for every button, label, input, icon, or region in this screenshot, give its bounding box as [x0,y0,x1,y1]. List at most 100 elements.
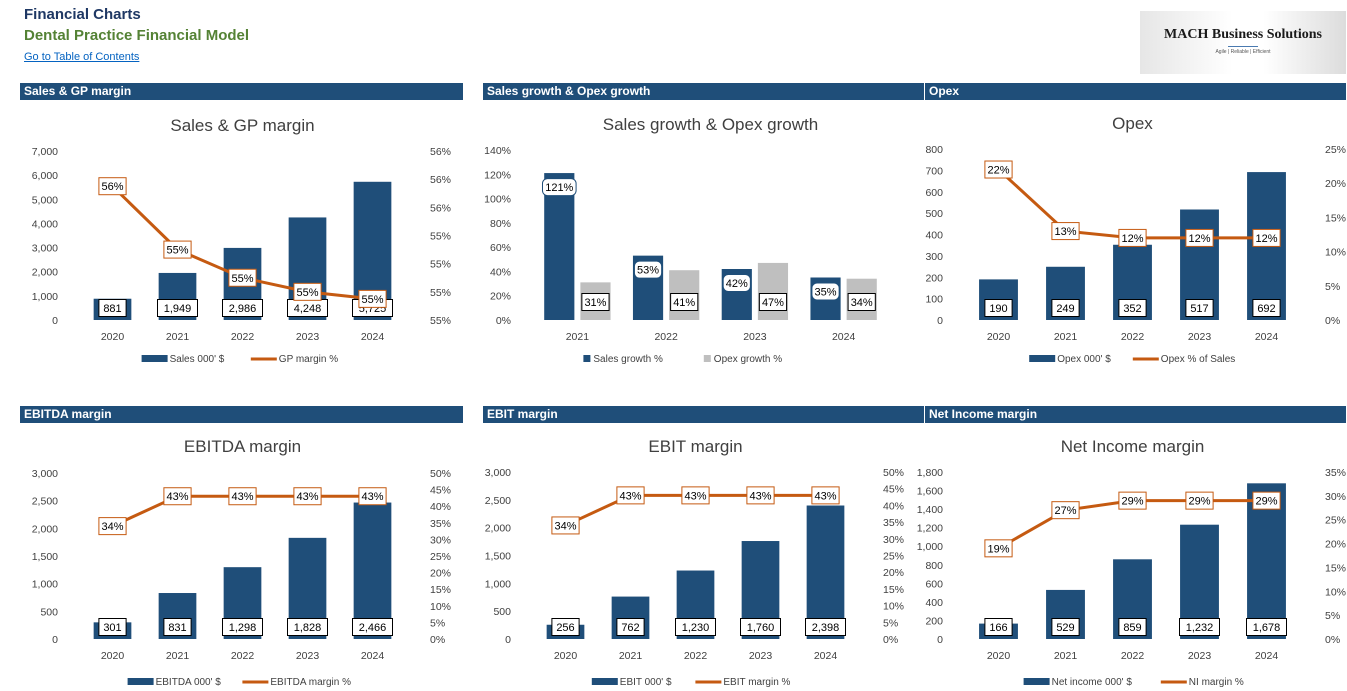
y2-tick-label: 30% [430,534,451,546]
y-tick-label: 3,000 [485,467,511,479]
chart-title: Net Income margin [1061,437,1205,456]
toc-link[interactable]: Go to Table of Contents [24,51,140,63]
company-logo: MACH Business Solutions Agile | Reliable… [1140,11,1346,74]
data-label-ebitda-margin: 43% [296,491,318,503]
panel-header-ebit: EBIT margin [483,406,924,423]
chart-opex: Opex 0 100 200 300 400 500 600 700 800 0% 5% 10% 15% 2… [925,114,1346,365]
data-label-ebitda-000: 2,466 [359,622,387,634]
data-label-ebitda-000-box [287,618,328,636]
legend-item-opex-growth: Opex growth % [703,354,782,365]
data-label-sales-000-box [98,299,127,317]
data-label-ebitda-000-box [352,618,393,636]
legend-item-opex-of-sales: Opex % of Sales [1132,354,1235,365]
legend-swatch [1029,355,1056,362]
y2-tick-label: 5% [1325,610,1340,622]
y2-tick-label: 10% [430,601,451,613]
chart-title: Sales & GP margin [170,116,314,135]
data-label-gp-margin: 55% [231,273,253,285]
legend-label: NI margin % [1189,677,1244,688]
data-label-opex-growth: 31% [584,297,606,309]
data-label-ni-margin-box [1118,491,1147,510]
data-label-net-income-000: 1,232 [1186,622,1214,634]
y2-tick-label: 5% [430,617,445,629]
y2-tick-label: 10% [1325,247,1346,259]
x-tick-label: 2022 [654,331,678,343]
x-tick-label: 2024 [361,331,385,343]
data-label-net-income-000: 859 [1123,622,1141,634]
data-label-ebit-000-box [740,618,781,636]
x-tick-label: 2021 [166,650,190,662]
x-tick-label: 2021 [1054,331,1078,343]
legend-label: Opex 000' $ [1057,354,1111,365]
y-tick-label: 60% [490,242,511,254]
data-label-sales-growth-box [811,282,840,301]
data-label-opex-000: 517 [1190,303,1208,315]
data-label-opex-of-sales: 13% [1054,226,1076,238]
data-label-gp-margin-box [358,289,387,308]
data-label-opex-growth: 47% [762,297,784,309]
y2-tick-label: 10% [883,601,904,613]
data-label-opex-000-box [1118,299,1147,317]
y2-tick-label: 35% [883,517,904,529]
data-label-net-income-000-box [984,618,1013,636]
data-label-gp-margin-box [163,240,192,259]
chart-title: EBIT margin [648,437,742,456]
y-tick-label: 800 [925,144,943,156]
y-tick-label: 100% [484,194,511,206]
y-tick-label: 1,000 [32,291,58,303]
data-label-sales-000: 1,949 [164,303,192,315]
data-label-opex-growth-box [670,293,699,311]
data-label-opex-of-sales: 12% [1188,233,1210,245]
legend-label: GP margin % [279,354,338,365]
data-label-ni-margin: 27% [1054,505,1076,517]
data-label-sales-growth: 35% [815,287,837,299]
legend-swatch [703,355,711,362]
legend-item-ni-margin: NI margin % [1160,677,1244,688]
y-tick-label: 0 [937,634,943,646]
x-tick-label: 2020 [987,650,1011,662]
x-tick-label: 2024 [832,331,856,343]
x-tick-label: 2023 [749,650,773,662]
panel-header-net-income: Net Income margin [925,406,1346,423]
data-label-ebit-margin-box [616,486,645,505]
data-label-sales-000: 2,986 [229,303,257,315]
data-label-ni-margin-box [1051,501,1080,520]
y2-tick-label: 50% [430,468,451,480]
panel-header-growth: Sales growth & Opex growth [483,83,924,100]
y-tick-label: 1,800 [917,467,943,479]
data-label-ni-margin-box [1185,491,1214,510]
y2-tick-label: 25% [1325,515,1346,527]
x-tick-label: 2024 [1255,650,1279,662]
data-label-ni-margin: 29% [1121,496,1143,508]
data-label-ni-margin-box [1252,491,1281,510]
chart-title: EBITDA margin [184,437,301,456]
data-label-ebit-000: 1,760 [747,622,775,634]
y2-tick-label: 45% [430,485,451,497]
y-tick-label: 7,000 [32,146,58,158]
data-label-ebitda-000: 301 [103,622,121,634]
x-tick-label: 2021 [166,331,190,343]
data-label-ebit-margin: 34% [554,520,576,532]
y-tick-label: 3,000 [32,468,58,480]
y2-tick-label: 55% [430,287,451,299]
y-tick-label: 0% [496,315,511,327]
chart-sales-opex-growth: Sales growth & Opex growth 0% 20% 40% 60% 80%… [484,115,877,365]
y-tick-label: 1,000 [917,541,943,553]
data-label-gp-margin: 56% [101,181,123,193]
y2-tick-label: 25% [430,551,451,563]
x-tick-label: 2023 [296,650,320,662]
data-label-sales-growth-box [633,260,663,279]
chart-ebit-margin: EBIT margin 0 500 1,000 1,500 2,000 2,500 3,000… [485,437,904,688]
y2-tick-label: 20% [1325,539,1346,551]
y2-tick-label: 56% [430,202,451,214]
data-label-ebitda-000-box [222,618,263,636]
data-label-net-income-000: 1,678 [1253,622,1281,634]
y2-tick-label: 40% [430,501,451,513]
data-label-sales-growth: 42% [726,278,748,290]
bar-sales-growth [544,173,575,320]
data-label-gp-margin-box [293,282,322,301]
x-tick-label: 2023 [1188,650,1212,662]
y-tick-label: 200 [925,272,943,284]
data-label-ebit-margin: 43% [814,490,836,502]
y-tick-label: 500 [493,606,511,618]
